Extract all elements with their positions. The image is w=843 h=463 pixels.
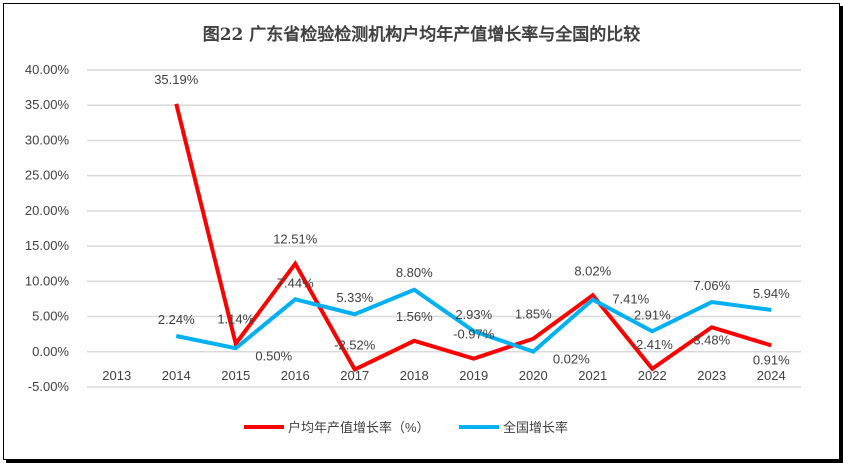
- data-label: 7.06%: [693, 278, 730, 293]
- data-label: 1.14%: [217, 312, 254, 327]
- chart-title: 图22 广东省检验检测机构户均年产值增长率与全国的比较: [202, 25, 641, 45]
- data-label: -2.52%: [334, 338, 376, 353]
- data-label: 3.48%: [693, 332, 730, 347]
- y-tick-label: 30.00%: [25, 132, 70, 147]
- x-tick-label: 2017: [340, 368, 369, 383]
- y-tick-label: 10.00%: [25, 273, 70, 288]
- x-tick-label: 2022: [638, 368, 667, 383]
- x-tick-label: 2019: [459, 368, 488, 383]
- data-label: 5.94%: [753, 286, 790, 301]
- data-label: 1.85%: [515, 307, 552, 322]
- x-tick-label: 2013: [102, 368, 131, 383]
- data-label: 7.44%: [277, 275, 314, 290]
- data-label: 8.02%: [574, 263, 611, 278]
- data-label: 0.02%: [553, 352, 590, 367]
- legend-label: 全国增长率: [503, 420, 568, 435]
- line-chart: -5.00% 0.00% 5.00% 10.00% 15.00% 20.00% 25.00%…: [25, 62, 801, 435]
- y-tick-label: 40.00%: [25, 62, 70, 77]
- data-label: 2.24%: [158, 312, 195, 327]
- y-tick-label: 25.00%: [25, 168, 70, 183]
- x-tick-label: 2015: [221, 368, 250, 383]
- data-label: 0.91%: [753, 352, 790, 367]
- y-tick-label: 15.00%: [25, 238, 70, 253]
- data-label: 35.19%: [154, 72, 199, 87]
- series-line: [175, 287, 772, 354]
- x-tick-label: 2014: [162, 368, 191, 383]
- chart-frame: 图22 广东省检验检测机构户均年产值增长率与全国的比较 -5.00% 0.00% 5…: [3, 3, 840, 460]
- data-label: 12.51%: [273, 232, 318, 247]
- data-label: 0.50%: [255, 348, 292, 363]
- data-label: 5.33%: [336, 290, 373, 305]
- y-tick-label: 20.00%: [25, 203, 70, 218]
- y-tick-label: 0.00%: [32, 344, 69, 359]
- x-tick-label: 2024: [757, 368, 786, 383]
- y-tick-label: -5.00%: [28, 379, 70, 394]
- y-tick-label: 35.00%: [25, 97, 70, 112]
- data-label: 8.80%: [396, 265, 433, 280]
- legend-label: 户均年产值增长率（%）: [288, 420, 430, 435]
- x-tick-label: 2020: [519, 368, 548, 383]
- x-tick-label: 2021: [578, 368, 607, 383]
- data-label: -2.41%: [632, 337, 674, 352]
- data-label: -0.97%: [453, 327, 495, 342]
- x-tick-label: 2018: [400, 368, 429, 383]
- data-label: 2.93%: [455, 307, 492, 322]
- series-line: [174, 103, 772, 373]
- data-label: 2.91%: [634, 307, 671, 322]
- data-label: 1.56%: [396, 309, 433, 324]
- x-tick-label: 2016: [281, 368, 310, 383]
- data-label: 7.41%: [612, 292, 649, 307]
- y-tick-label: 5.00%: [32, 309, 69, 324]
- x-tick-label: 2023: [697, 368, 726, 383]
